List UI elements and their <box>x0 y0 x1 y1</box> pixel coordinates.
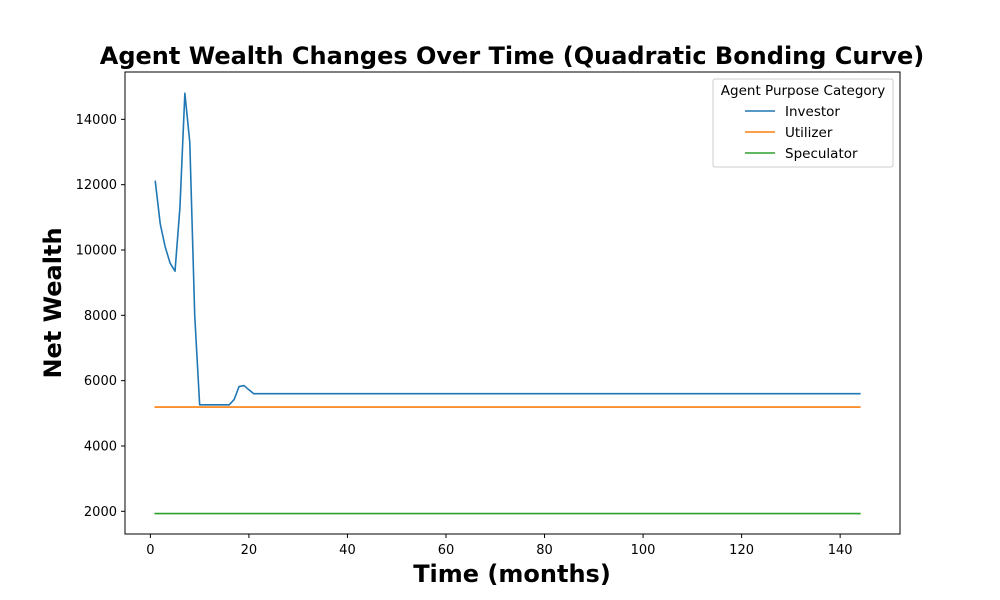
y-axis-label: Net Wealth <box>39 227 67 378</box>
y-tick-label: 2000 <box>84 505 117 520</box>
x-tick-label: 140 <box>828 543 853 558</box>
legend-label-speculator: Speculator <box>785 146 858 162</box>
legend-label-investor: Investor <box>785 104 840 120</box>
legend: Agent Purpose Category Investor Utilizer Sp… <box>712 78 894 168</box>
x-axis-label: Time (months) <box>413 560 611 588</box>
plot-area <box>124 71 901 535</box>
x-tick-label: 0 <box>146 543 154 558</box>
x-tick-label: 120 <box>729 543 754 558</box>
x-tick-label: 80 <box>536 543 553 558</box>
y-tick-label: 14000 <box>76 113 117 128</box>
x-tick-label: 100 <box>631 543 656 558</box>
plot-frame <box>124 71 901 535</box>
x-axis: 0 20 40 60 80 100 120 140 <box>146 534 853 558</box>
y-tick-label: 6000 <box>84 374 117 389</box>
legend-box <box>712 78 894 168</box>
y-tick-label: 10000 <box>76 244 117 259</box>
x-tick-label: 40 <box>339 543 356 558</box>
y-tick-label: 12000 <box>76 178 117 193</box>
chart-title: Agent Wealth Changes Over Time (Quadrati… <box>100 42 924 70</box>
y-tick-label: 4000 <box>84 439 117 454</box>
y-axis: 2000 4000 6000 8000 10000 12000 14000 <box>76 113 125 520</box>
x-tick-label: 60 <box>438 543 455 558</box>
x-tick-label: 20 <box>241 543 258 558</box>
legend-title: Agent Purpose Category <box>721 83 885 99</box>
y-tick-label: 8000 <box>84 309 117 324</box>
legend-label-utilizer: Utilizer <box>785 125 833 141</box>
series-line-investor <box>154 92 861 406</box>
